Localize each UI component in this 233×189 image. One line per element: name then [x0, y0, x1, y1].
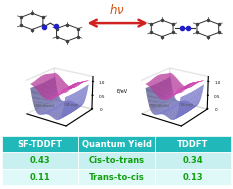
- Text: $h\nu$: $h\nu$: [109, 3, 124, 17]
